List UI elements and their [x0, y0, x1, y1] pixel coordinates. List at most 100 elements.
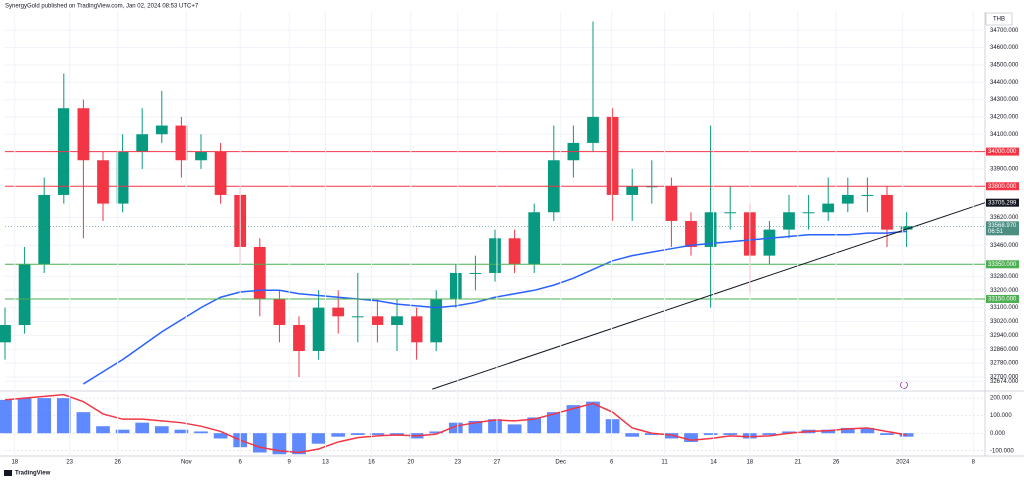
trendline-label-box [986, 198, 1019, 207]
x-tick-label: 27 [494, 460, 501, 466]
y-tick-label: 32860.000 [990, 347, 1019, 353]
candle-body [175, 125, 188, 161]
candle-body [312, 307, 325, 351]
histogram-bar [174, 429, 189, 434]
histogram-bar [566, 405, 581, 434]
candle-body [822, 203, 835, 213]
histogram-bar [488, 419, 502, 434]
histogram-bar [546, 412, 561, 434]
candle-body [626, 186, 639, 195]
x-tick-label: 2024 [896, 460, 910, 466]
histogram-bar [644, 433, 659, 435]
histogram-bar [762, 433, 777, 435]
candle-body [38, 194, 51, 265]
candle-body [293, 324, 305, 351]
level-label-box [986, 147, 1019, 156]
candle-body [430, 298, 443, 343]
y-tick-label: 100.000 [990, 413, 1012, 419]
candle-body [724, 212, 737, 214]
x-tick-label: 23 [66, 460, 73, 466]
trendline-label: 33705.299 [988, 200, 1017, 206]
candle-body [685, 220, 697, 247]
moving-average [83, 230, 907, 385]
candle-body [763, 229, 776, 256]
y-tick-label: 33100.000 [990, 305, 1019, 311]
histogram-bar [292, 433, 306, 455]
y-tick-label: 33460.000 [990, 243, 1019, 249]
last-price-box [986, 221, 1019, 236]
histogram-bar [664, 433, 679, 439]
y-tick-label: 34200.000 [990, 114, 1019, 120]
histogram-bar [37, 398, 52, 434]
candle-body [606, 116, 619, 195]
x-tick-label: 26 [114, 460, 121, 466]
candle-body [195, 151, 207, 161]
histogram-bar [331, 433, 346, 437]
y-tick-label: 34300.000 [990, 97, 1019, 103]
x-tick-label: 23 [454, 460, 461, 466]
histogram-bar [390, 433, 404, 435]
y-tick-label: 33900.000 [990, 167, 1019, 173]
level-label-box [986, 294, 1019, 303]
currency-box [985, 12, 1013, 26]
candle-body [214, 151, 227, 195]
histogram-bar [605, 419, 620, 434]
histogram-bar [194, 431, 208, 434]
y-tick-label: 32700.000 [990, 375, 1019, 381]
level-label-box [986, 260, 1019, 269]
candle-body [391, 316, 403, 325]
histogram-bar [252, 433, 267, 453]
candle-body [253, 246, 266, 299]
y-tick-label: 34700.000 [990, 28, 1019, 34]
candle-body [449, 272, 462, 299]
x-tick-label: 11 [661, 460, 668, 466]
candle-body [410, 316, 423, 343]
y-tick-label: 200.000 [990, 396, 1012, 402]
y-tick-label: 33020.000 [990, 319, 1019, 325]
x-tick-label: 18 [746, 460, 753, 466]
histogram-bar [370, 433, 385, 435]
candle-body [900, 226, 913, 230]
y-tick-label: 32780.000 [990, 361, 1019, 367]
x-tick-label: 9 [288, 460, 292, 466]
histogram-bar [115, 429, 130, 434]
candle-body [97, 160, 109, 204]
x-tick-label: 6 [239, 460, 243, 466]
level-label-box [986, 182, 1019, 191]
histogram-bar [586, 401, 600, 434]
x-tick-label: Dec [555, 460, 566, 466]
indicator-pane [0, 393, 985, 455]
histogram-bar [429, 431, 444, 434]
x-tick-label: 8 [972, 460, 976, 466]
y-tick-label: 34400.000 [990, 80, 1019, 86]
level-label: 34000.000 [988, 149, 1017, 155]
candle-body [77, 108, 90, 161]
histogram-bar [821, 429, 836, 434]
histogram-bar [840, 427, 855, 434]
candle-body [861, 194, 874, 196]
brand: TradingView [15, 471, 51, 477]
y-tick-label: -100.000 [990, 448, 1014, 454]
candle-body [371, 316, 384, 325]
candle-body [528, 212, 541, 265]
y-tick-label: 0.000 [990, 431, 1006, 437]
publish-info: SynergyGold published on TradingView.com… [5, 4, 199, 10]
x-tick-label: 18 [11, 460, 18, 466]
candle-body [489, 238, 501, 273]
candle-body [273, 298, 286, 325]
x-tick-label: 26 [833, 460, 840, 466]
candle-body [841, 194, 854, 204]
histogram-bar [96, 426, 110, 434]
y-tick-label: 34100.000 [990, 132, 1019, 138]
x-tick-label: 21 [794, 460, 801, 466]
histogram-bar [154, 426, 169, 434]
histogram-bar [135, 422, 150, 434]
candle-body [587, 116, 599, 143]
level-label: 33800.000 [988, 184, 1017, 190]
histogram-bar [527, 417, 542, 434]
x-tick-label: 13 [322, 460, 329, 466]
candle-body [155, 125, 168, 135]
y-tick-label: 32940.000 [990, 333, 1019, 339]
candle-body [783, 212, 795, 230]
y-tick-label: 33280.000 [990, 274, 1019, 280]
